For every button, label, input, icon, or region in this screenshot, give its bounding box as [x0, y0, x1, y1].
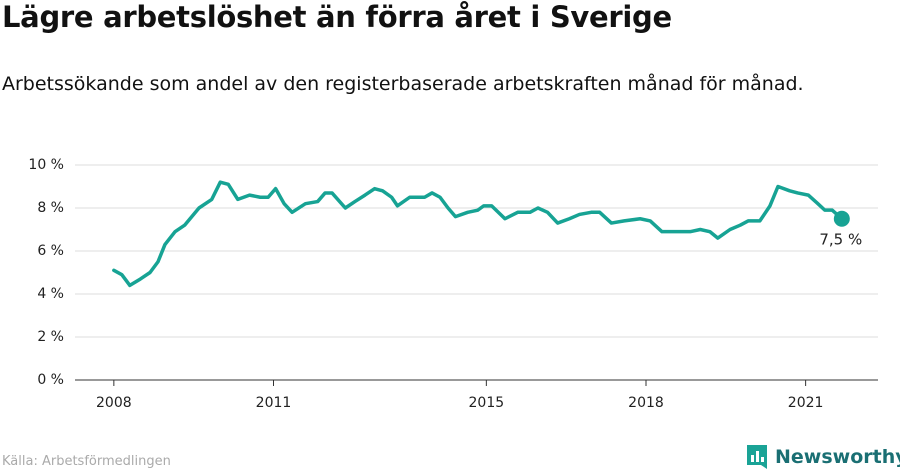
x-tick-label: 2021: [788, 395, 824, 411]
y-tick-label: 2 %: [37, 329, 64, 345]
x-tick-label: 2011: [256, 395, 292, 411]
y-tick-label: 4 %: [37, 286, 64, 302]
logo-text: Newsworthy: [775, 446, 900, 468]
chart-subtitle: Arbetssökande som andel av den registerb…: [2, 73, 804, 95]
x-tick-label: 2008: [96, 395, 132, 411]
y-tick-label: 10 %: [28, 157, 64, 173]
source: Källa: Arbetsförmedlingen: [2, 454, 171, 469]
data-label: 7,5 %: [819, 230, 862, 248]
chart-title: Lägre arbetslöshet än förra året i Sveri…: [2, 0, 672, 34]
y-tick-label: 6 %: [37, 243, 64, 259]
logo: Newsworthy: [745, 442, 900, 472]
y-tick-label: 0 %: [37, 372, 64, 388]
end-point: [833, 210, 850, 227]
x-tick-label: 2015: [469, 395, 505, 411]
x-tick-label: 2018: [628, 395, 664, 411]
line: [112, 180, 844, 288]
y-tick-label: 8 %: [37, 200, 64, 216]
logo-icon: [747, 445, 767, 469]
